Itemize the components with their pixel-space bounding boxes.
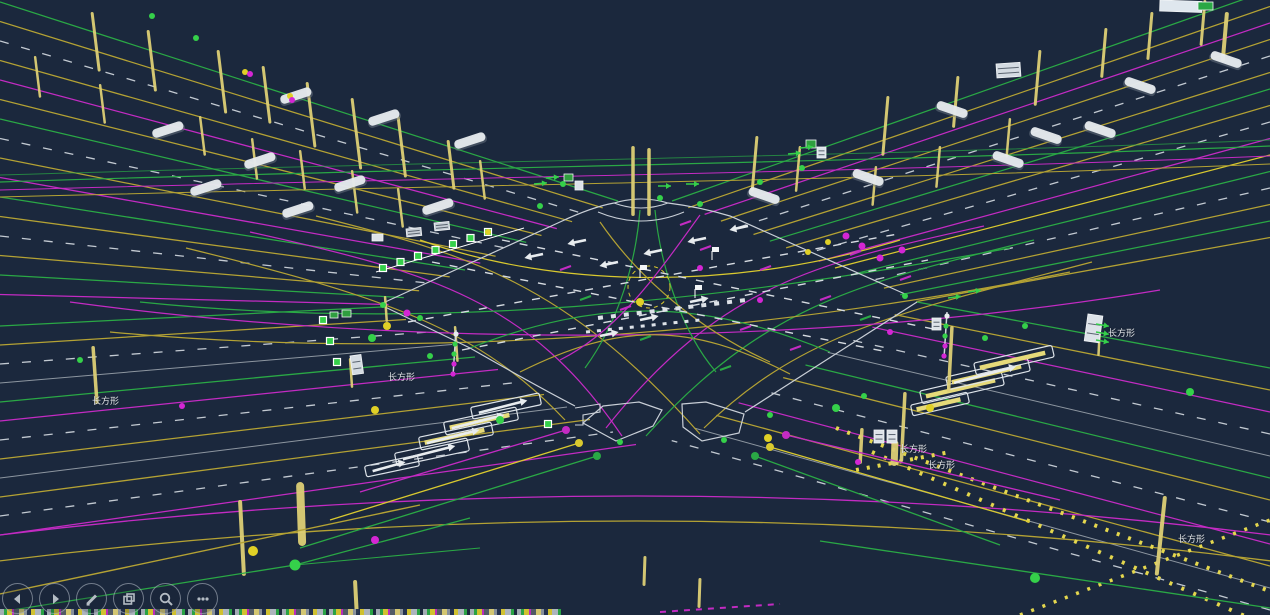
view-toolbar: [2, 583, 218, 614]
map-label-rectangle: 长方形: [928, 461, 956, 471]
draw-button[interactable]: [76, 583, 107, 614]
magnifier-icon: [159, 592, 173, 606]
copy-icon: [122, 592, 135, 605]
more-button[interactable]: [187, 583, 218, 614]
ellipsis-icon: [196, 596, 209, 601]
step-forward-button[interactable]: [39, 583, 70, 614]
map-label-rectangle: 长方形: [1178, 535, 1206, 545]
copy-button[interactable]: [113, 583, 144, 614]
arrow-right-icon: [52, 593, 59, 604]
map-label-rectangle: 长方形: [900, 445, 928, 455]
map-label-rectangle: 长方形: [1108, 329, 1136, 339]
zoom-button[interactable]: [150, 583, 181, 614]
step-back-button[interactable]: [2, 583, 33, 614]
pencil-icon: [86, 593, 97, 606]
map-label-rectangle: 长方形: [92, 397, 120, 407]
map-label-rectangle: 长方形: [388, 373, 416, 383]
arrow-left-icon: [13, 593, 20, 604]
bottom-edge-artifact: [0, 609, 562, 615]
